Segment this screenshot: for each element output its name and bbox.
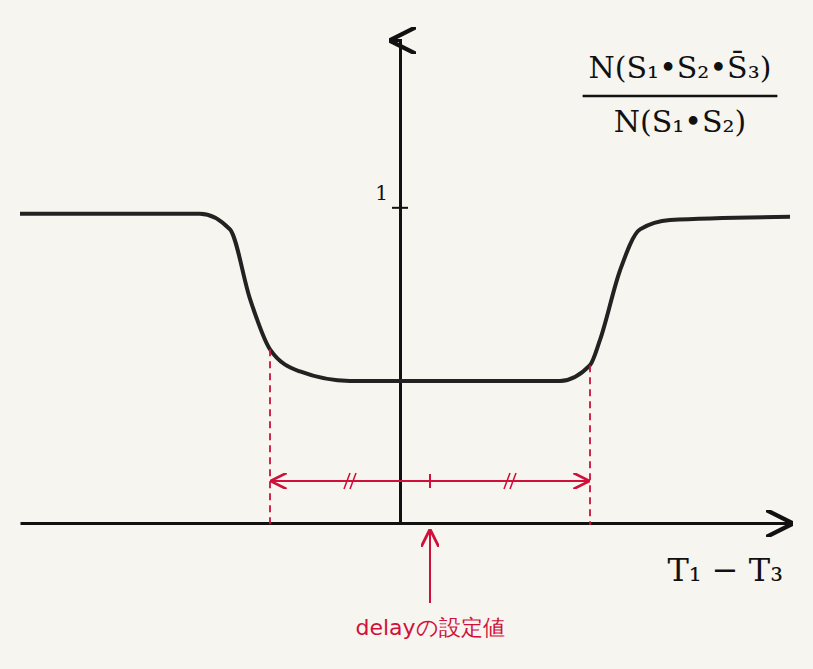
window-edge	[589, 365, 591, 525]
plot-area	[20, 214, 790, 381]
chart: 1 delayの設定値 T₁ − T₃ N(S₁•S₂•S̄₃) N(S₁•S₂)	[0, 0, 813, 669]
y-tick-label: 1	[375, 181, 388, 205]
x-axis-line	[21, 522, 791, 525]
y-axis-title: N(S₁•S₂•S̄₃) N(S₁•S₂)	[583, 50, 778, 139]
equal-mark	[504, 473, 510, 489]
window-edge	[269, 349, 271, 525]
equal-mark	[510, 473, 516, 489]
y-tick-mark	[392, 207, 408, 209]
delay-label: delayの設定値	[355, 615, 504, 640]
ratio-curve	[20, 214, 790, 381]
x-axis	[21, 523, 791, 524]
y-title-denominator: N(S₁•S₂)	[614, 104, 747, 139]
y-axis: 1	[375, 41, 408, 524]
delay-pointer	[429, 531, 431, 603]
y-title-numerator: N(S₁•S₂•S̄₃)	[589, 50, 772, 85]
y-tick: 1	[375, 181, 408, 208]
equal-mark	[344, 473, 350, 489]
equal-mark	[350, 473, 356, 489]
window-annotation	[270, 349, 590, 525]
x-axis-title: T₁ − T₃	[668, 551, 784, 589]
midpoint-tick	[429, 474, 431, 488]
y-axis-line	[392, 41, 401, 524]
fraction-bar	[583, 95, 778, 98]
